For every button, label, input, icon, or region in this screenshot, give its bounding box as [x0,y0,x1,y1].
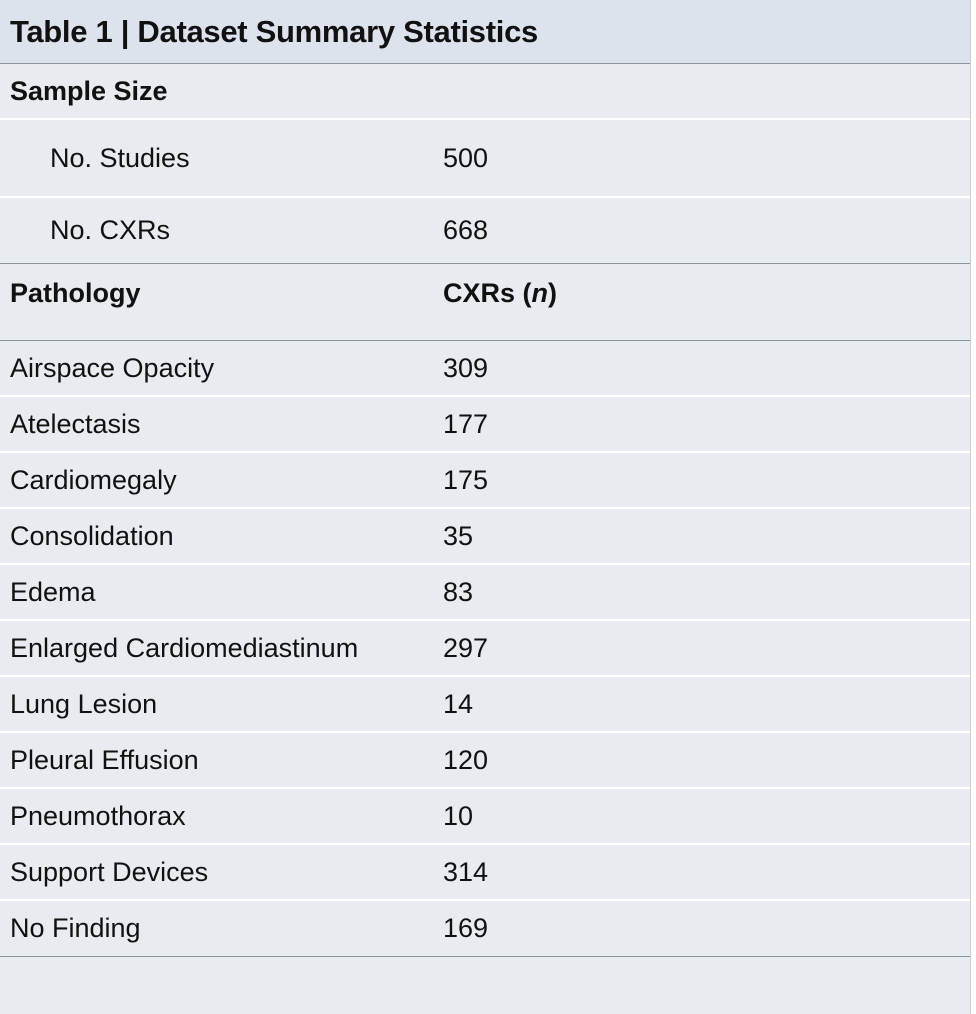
row-label: Lung Lesion [10,688,158,719]
row-value: 314 [443,856,489,887]
row-label: No Finding [10,913,141,943]
table-row: Cardiomegaly 175 [0,453,970,509]
row-label: No. Studies [50,142,190,173]
table-title: Table 1 | Dataset Summary Statistics [10,13,538,49]
table-row: Atelectasis 177 [0,397,970,453]
row-label: Airspace Opacity [10,352,215,383]
row-value: 500 [443,142,489,173]
table-row: No. Studies 500 [0,120,970,198]
cxrs-header-suffix: ) [548,278,558,308]
table-row: No Finding 169 [0,901,970,957]
row-label: Support Devices [10,856,209,887]
row-value: 175 [443,464,489,495]
row-label: Cardiomegaly [10,464,177,495]
table-row: Edema 83 [0,565,970,621]
row-value: 14 [443,688,474,719]
table-row: Pneumothorax 10 [0,789,970,845]
row-value: 10 [443,800,474,831]
row-value: 169 [443,913,489,943]
table-row: Pleural Effusion 120 [0,733,970,789]
table-row: Airspace Opacity 309 [0,341,970,397]
row-label: Enlarged Cardiomediastinum [10,632,359,663]
pathology-header-row: Pathology CXRs (n) [0,264,970,341]
table-row: Support Devices 314 [0,845,970,901]
row-value: 35 [443,520,474,551]
row-value: 177 [443,408,489,439]
row-label: Pneumothorax [10,800,186,831]
row-label: No. CXRs [50,215,171,245]
cxrs-header-prefix: CXRs ( [443,278,532,308]
row-value: 668 [443,215,489,245]
row-label: Pleural Effusion [10,744,199,775]
sample-size-heading-row: Sample Size [0,64,970,120]
cxrs-header-n: n [531,278,549,308]
row-label: Edema [10,576,96,607]
row-label: Consolidation [10,520,174,551]
cxrs-column-header: CXRs (n) [443,278,557,309]
row-value: 120 [443,744,489,775]
row-label: Atelectasis [10,408,141,439]
sample-size-heading: Sample Size [10,75,168,106]
row-value: 297 [443,632,489,663]
pathology-column-header: Pathology [10,278,141,308]
table-title-bar: Table 1 | Dataset Summary Statistics [0,0,970,64]
table-row: Enlarged Cardiomediastinum 297 [0,621,970,677]
row-value: 309 [443,352,489,383]
row-value: 83 [443,576,474,607]
table-row: No. CXRs 668 [0,198,970,264]
table-row: Lung Lesion 14 [0,677,970,733]
table-row: Consolidation 35 [0,509,970,565]
